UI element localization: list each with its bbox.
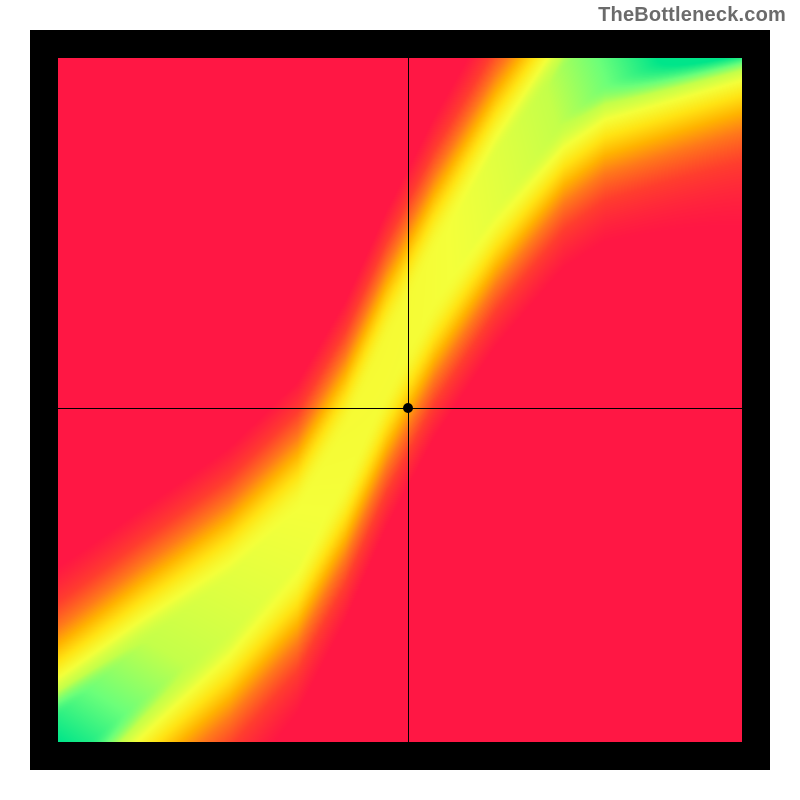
watermark-text: TheBottleneck.com — [598, 4, 786, 27]
chart-frame — [30, 30, 770, 770]
heatmap-canvas — [58, 58, 742, 742]
chart-container: TheBottleneck.com — [0, 0, 800, 800]
crosshair-vertical — [408, 58, 409, 742]
selection-marker — [403, 403, 413, 413]
plot-area — [58, 58, 742, 742]
crosshair-horizontal — [58, 408, 742, 409]
